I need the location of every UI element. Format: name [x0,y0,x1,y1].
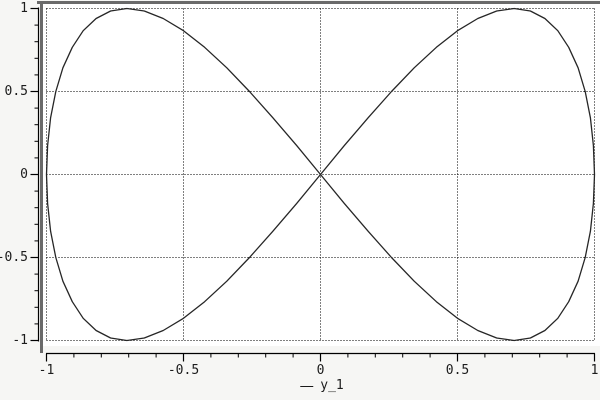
legend-line-sample [300,385,314,387]
frame-left [40,1,43,353]
legend: y_1 [300,378,344,394]
x-tick-label: 1 [591,363,599,378]
y-tick-label: 0.5 [5,84,28,99]
x-tick-label: 0 [317,363,325,378]
x-tick-label: -0.5 [168,363,199,378]
y-tick-label: 1 [20,1,28,16]
x-tick-label: -1 [39,363,55,378]
y-tick-label: -0.5 [0,250,28,265]
legend-label: y_1 [320,378,344,393]
curve-y1 [45,7,596,342]
x-tick-label: 0.5 [446,363,469,378]
frame-top [37,1,600,4]
y-tick-label: 0 [20,167,28,182]
y-tick-label: -1 [12,333,28,348]
